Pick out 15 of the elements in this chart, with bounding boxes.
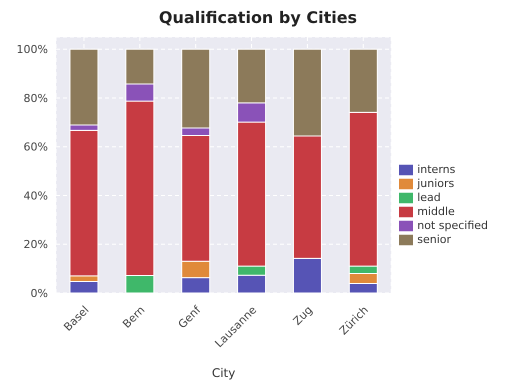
- y-tick-label: 20%: [24, 238, 48, 252]
- legend-label: juniors: [417, 177, 454, 190]
- x-tick-label: Zug: [290, 303, 316, 328]
- legend-label: interns: [417, 163, 456, 176]
- y-tick-label: 80%: [24, 92, 48, 105]
- y-tick-label: 0%: [30, 286, 48, 300]
- y-tick-label: 60%: [24, 140, 48, 154]
- chart-title: Qualification by Cities: [158, 8, 358, 27]
- x-axis-title: City: [212, 366, 236, 380]
- legend-label: not specified: [417, 219, 488, 232]
- y-tick-label: 40%: [24, 189, 48, 202]
- legend-label: middle: [417, 205, 455, 218]
- legend-label: senior: [417, 233, 451, 246]
- legend-label: lead: [417, 191, 441, 204]
- y-tick-label: 100%: [16, 43, 48, 56]
